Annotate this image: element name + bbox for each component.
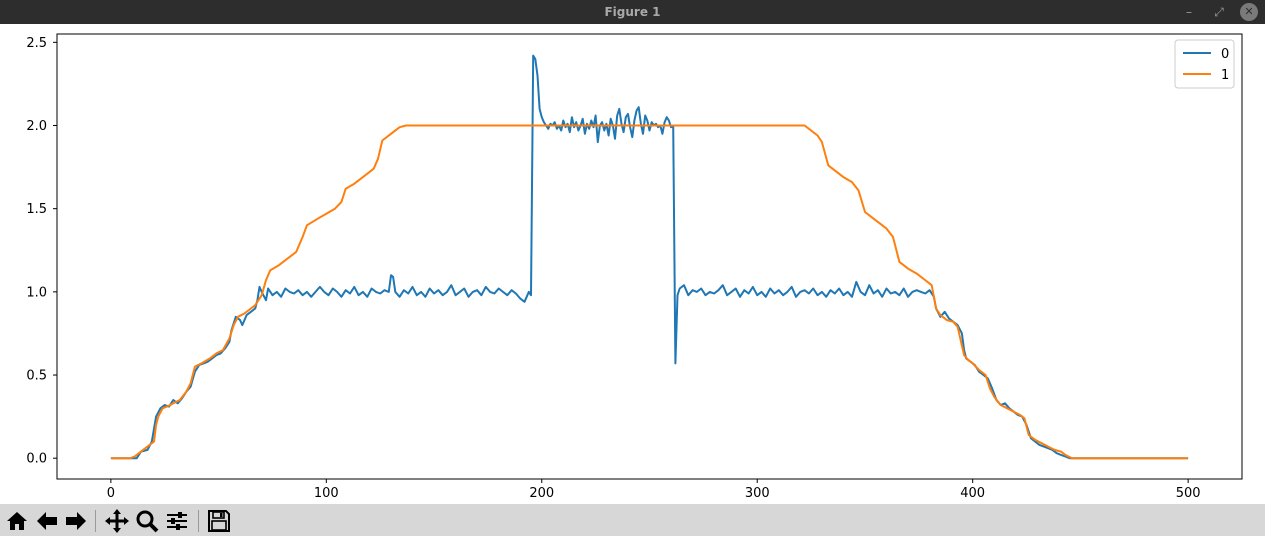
y-tick-label: 1.0 [26,285,47,300]
x-tick-label: 0 [107,486,115,501]
minimize-icon[interactable]: – [1186,5,1192,19]
x-tick-label: 200 [529,486,554,501]
x-tick-label: 100 [314,486,339,501]
y-tick-label: 2.5 [26,36,47,51]
x-tick-label: 300 [745,486,770,501]
series-line-1 [110,124,1189,460]
legend: 0 1 [1174,39,1235,89]
navigation-toolbar [0,504,1265,536]
configure-subplots-icon[interactable] [164,508,190,534]
y-tick-label: 2.0 [26,119,47,134]
maximize-icon[interactable]: ⤢ [1214,5,1224,19]
back-arrow-icon[interactable] [34,508,60,534]
toolbar-separator [198,510,199,532]
line-chart: 0 100 200 300 400 500 0.0 0.5 1.0 1.5 2.0 2.5 0 1 [26,33,1243,501]
x-tick-label: 400 [960,486,985,501]
window-titlebar: Figure 1 – ⤢ ✕ [0,0,1265,24]
y-tick-label: 1.5 [26,202,47,217]
legend-label-1: 1 [1221,68,1229,83]
plot-area [56,33,1243,480]
window-title: Figure 1 [604,5,661,19]
zoom-icon[interactable] [134,508,160,534]
home-icon[interactable] [4,508,30,534]
forward-arrow-icon[interactable] [63,508,89,534]
y-tick-label: 0.5 [26,369,47,384]
close-icon[interactable]: ✕ [1240,3,1258,21]
toolbar-separator [95,510,96,532]
legend-label-0: 0 [1221,47,1229,62]
pan-icon[interactable] [104,508,130,534]
figure-canvas[interactable]: 0 100 200 300 400 500 0.0 0.5 1.0 1.5 2.0 2.5 0 1 [0,24,1265,504]
save-icon[interactable] [206,508,232,534]
y-tick-label: 0.0 [26,452,47,467]
x-tick-label: 500 [1176,486,1201,501]
